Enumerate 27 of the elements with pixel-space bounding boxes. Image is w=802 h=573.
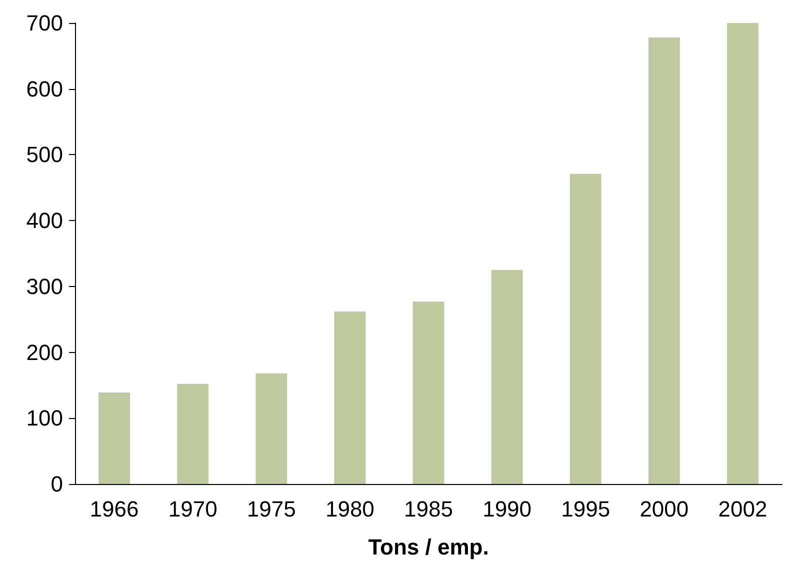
- bar: [412, 302, 444, 484]
- x-tick-label: 1975: [246, 496, 296, 522]
- x-tick-label: 1985: [404, 496, 453, 522]
- y-tick-label: 100: [26, 406, 63, 431]
- bar: [98, 392, 130, 484]
- y-tick-label: 500: [26, 142, 63, 168]
- x-tick-label: 1995: [561, 496, 610, 522]
- y-tick-label: 200: [26, 340, 63, 365]
- y-tick-label: 400: [26, 208, 63, 234]
- x-tick-label: 1970: [168, 496, 218, 522]
- y-tick-label: 300: [26, 274, 63, 299]
- bar: [256, 373, 288, 484]
- y-tick-label: 0: [50, 472, 63, 496]
- x-tick-label: 2000: [640, 496, 689, 522]
- x-tick-label: 1966: [90, 496, 139, 522]
- bar: [334, 311, 366, 484]
- bar: [648, 37, 680, 484]
- bar: [177, 384, 209, 484]
- x-axis-title: Tons / emp.: [368, 534, 489, 560]
- bar: [491, 270, 523, 484]
- y-tick-label: 700: [26, 10, 63, 36]
- y-tick-label: 600: [26, 76, 63, 102]
- x-tick-label: 1990: [482, 496, 532, 522]
- bar: [727, 23, 758, 484]
- x-tick-label: 1980: [325, 496, 374, 522]
- bar: [570, 174, 602, 484]
- x-tick-label: 2002: [718, 496, 768, 522]
